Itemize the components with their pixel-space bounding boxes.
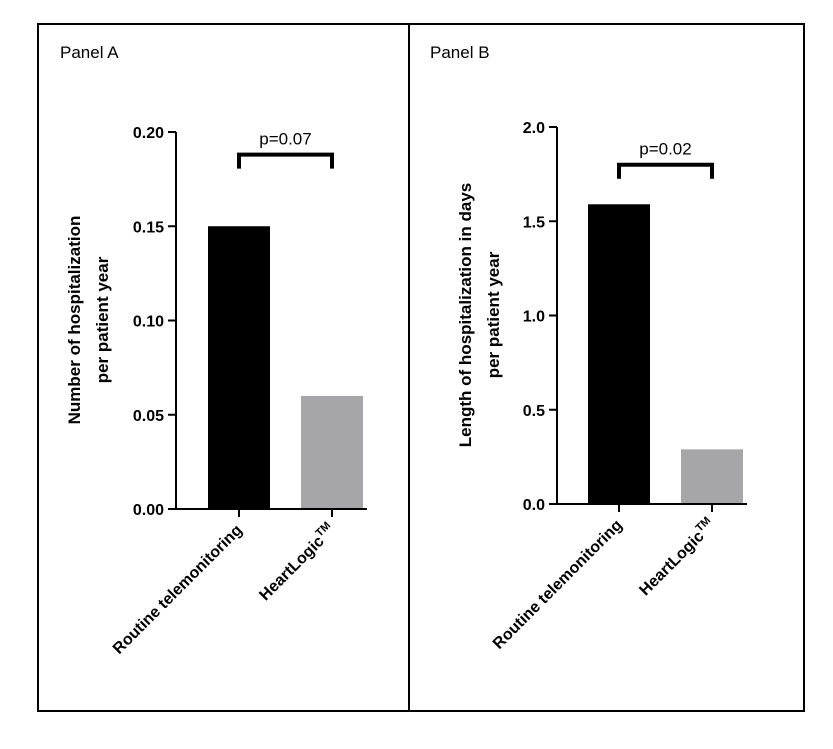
panel-a-bar-heartlogic [301,395,363,509]
panel-a-ytick-label-2: 0.10 [133,314,164,331]
panel-a-ytick-label-1: 0.05 [133,408,164,425]
panel-a-title: Panel A [60,43,119,62]
panel-b-y-axis-title: Length of hospitalization in days per pa… [456,183,503,447]
panel-a-ylabel-line2: per patient year [93,256,112,383]
panel-b-category-superscript-1: TM [693,515,713,535]
panel-b-significance-bracket [617,162,714,179]
panel-a-ytick-label-3: 0.15 [133,219,164,236]
panel-b-ytick-label-1: 0.5 [523,403,545,420]
panel-b: Panel B Length of hospitalization in day… [430,43,747,653]
panel-a-marks: 0.00 0.05 0.10 0.15 0.20 Routine telemonitori… [110,125,367,658]
panel-b-ylabel-line1: Length of hospitalization in days [456,183,475,447]
panel-a-p-value: p=0.07 [259,130,311,149]
panel-b-ytick-label-0: 0.0 [523,497,545,514]
panel-a-ylabel-line1: Number of hospitalization [65,216,84,425]
panel-b-ytick-label-4: 2.0 [523,120,545,137]
panel-b-category-label-0: Routine telemonitoring [490,517,626,653]
panel-b-category-label-1: HeartLogicTM [634,515,718,599]
panel-a-category-label-1: HeartLogicTM [254,520,338,604]
panel-a-significance-bracket [237,152,334,169]
panel-b-ylabel-line2: per patient year [484,251,503,378]
figure-frame [37,23,805,712]
panel-b-ytick-label-2: 1.0 [523,309,545,326]
panel-b-p-value: p=0.02 [639,140,691,159]
panel-a-category-label-0: Routine telemonitoring [110,522,246,658]
panel-a-y-axis-title: Number of hospitalization per patient ye… [65,216,112,425]
panel-b-bar-heartlogic [681,449,743,504]
panel-b-title: Panel B [430,43,490,62]
panel-b-ytick-label-3: 1.5 [523,214,545,231]
panel-b-marks: 0.0 0.5 1.0 1.5 2.0 Routine telemonitoring Hea… [490,120,747,653]
panel-b-bar-routine-telemonitoring [588,204,650,504]
panel-a-ytick-label-4: 0.20 [133,125,164,142]
panel-a: Panel A Number of hospitalization per pa… [60,43,367,658]
panel-a-category-superscript-1: TM [313,520,333,540]
panel-a-bar-routine-telemonitoring [208,226,270,509]
panel-a-ytick-label-0: 0.00 [133,502,164,519]
